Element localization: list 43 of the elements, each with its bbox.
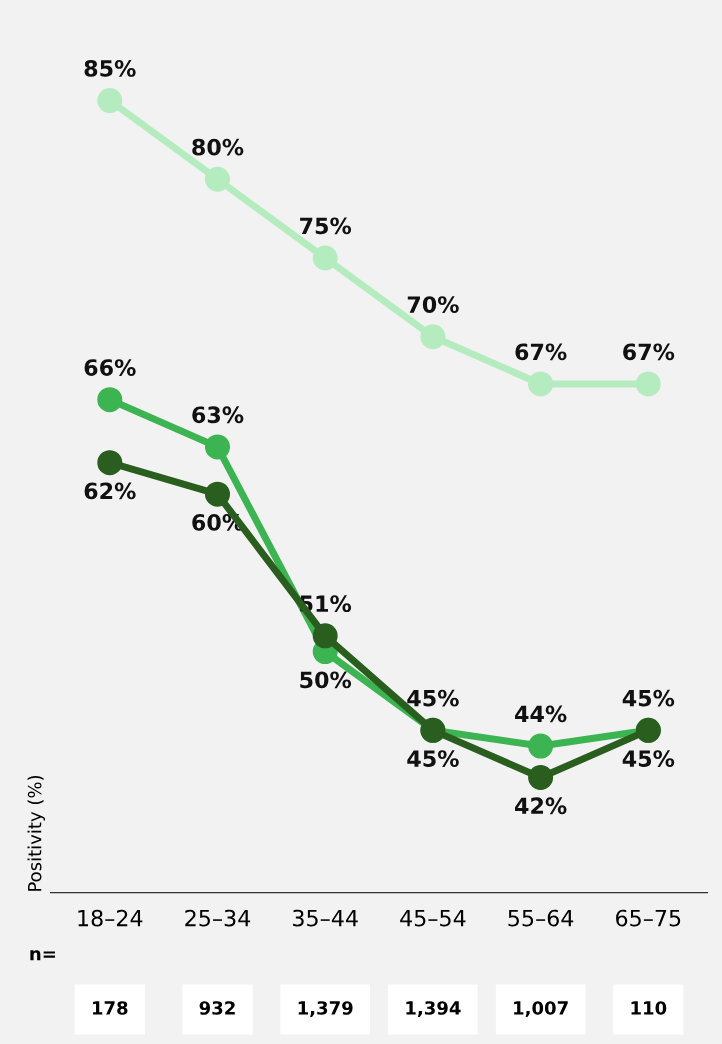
text: 1,394: [406, 1001, 461, 1018]
point: [528, 765, 554, 791]
data-label: 50%: [300, 671, 352, 689]
point: [97, 88, 123, 114]
data-label: 67%: [623, 343, 675, 361]
text: 110: [631, 1001, 667, 1015]
data-label: 80%: [192, 138, 244, 156]
data-label: 66%: [84, 359, 136, 376]
point: [635, 371, 661, 397]
point: [312, 245, 338, 271]
point: [97, 450, 123, 476]
data-label: 45%: [622, 689, 675, 707]
data-label: 63%: [192, 406, 244, 424]
text: 1,379: [298, 1001, 353, 1018]
text: n=: [30, 950, 55, 961]
data-label: 75%: [300, 217, 352, 235]
data-label: 70%: [407, 296, 459, 313]
point: [97, 387, 123, 413]
point: [204, 481, 230, 507]
point: [528, 371, 554, 397]
point: [312, 623, 338, 649]
data-label: 85%: [84, 60, 136, 77]
x-tick-label: 45–54: [400, 909, 466, 927]
y-axis-title: Positivity (%): [27, 775, 45, 891]
point: [528, 733, 554, 759]
x-tick-label: 18–24: [78, 909, 143, 927]
data-label: 44%: [515, 705, 567, 723]
data-label: 45%: [407, 689, 459, 707]
point: [420, 324, 446, 350]
point: [204, 166, 230, 192]
text: 178: [92, 1001, 128, 1015]
data-label: 45%: [407, 750, 459, 767]
text: 1,007: [514, 1001, 568, 1018]
x-tick-label: 25–34: [185, 909, 251, 927]
data-label: 42%: [515, 797, 567, 815]
point: [204, 434, 230, 460]
data-label: 45%: [622, 750, 675, 767]
text: 932: [199, 1001, 235, 1015]
data-label: 62%: [84, 482, 136, 500]
x-tick-label: 35–44: [293, 909, 358, 927]
x-tick-label: 65–75: [616, 909, 681, 927]
x-tick-label: 55–64: [508, 909, 574, 927]
data-label: 67%: [515, 343, 567, 361]
